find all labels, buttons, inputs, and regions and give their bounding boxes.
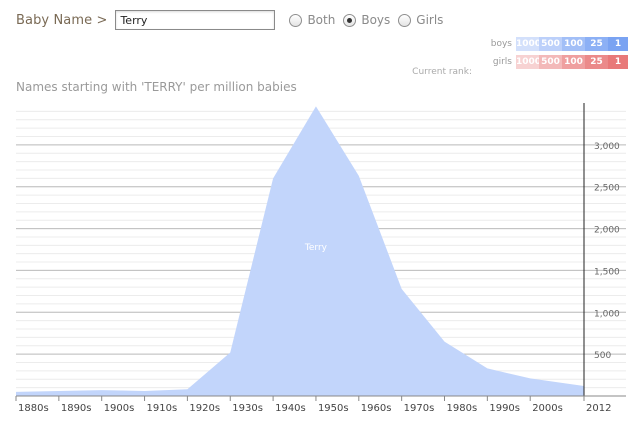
radio-both-circle[interactable]: [289, 13, 303, 27]
rank-row-girls: girls 1000 500 100 25 1: [491, 55, 628, 69]
radio-girls-circle[interactable]: [398, 13, 412, 27]
x-tick-label: 1940s: [275, 403, 306, 414]
rank-row-boys: boys 1000 500 100 25 1: [491, 37, 628, 51]
name-search-bar: Baby Name > Both Boys Girls: [16, 9, 443, 31]
boys-rank-chip-1000: 1000: [516, 37, 542, 51]
name-input[interactable]: [115, 10, 276, 30]
y-tick-label: 2,500: [594, 184, 620, 194]
boys-rank-chip-1: 1: [608, 37, 628, 51]
boys-rank-chip-500: 500: [539, 37, 562, 51]
x-tick-label: 1890s: [61, 403, 92, 414]
radio-girls-label: Girls: [416, 13, 444, 27]
radio-boys[interactable]: Boys: [343, 13, 390, 27]
rank-row-girls-label: girls: [492, 57, 512, 67]
girls-rank-chips: 1000 500 100 25 1: [516, 55, 628, 69]
current-rank-caption: Current rank:: [412, 67, 472, 77]
girls-rank-chip-1: 1: [608, 55, 628, 69]
y-tick-label: 3,000: [594, 142, 620, 152]
baby-name-label: Baby Name >: [16, 12, 108, 28]
radio-girls[interactable]: Girls: [398, 13, 443, 27]
x-tick-label: 1990s: [489, 403, 520, 414]
sex-radio-group: Both Boys Girls: [281, 13, 443, 27]
radio-boys-label: Boys: [361, 13, 391, 27]
y-tick-label: 500: [594, 351, 611, 361]
x-tick-label: 1910s: [147, 403, 178, 414]
radio-both-label: Both: [307, 13, 336, 27]
x-tick-label: 1900s: [104, 403, 135, 414]
x-tick-label: 2000s: [532, 403, 563, 414]
y-tick-label: 1,500: [594, 267, 620, 277]
girls-rank-chip-100: 100: [562, 55, 585, 69]
x-tick-label: 1920s: [189, 403, 220, 414]
x-tick-label: 2012: [586, 403, 611, 414]
girls-rank-chip-25: 25: [585, 55, 608, 69]
radio-boys-circle[interactable]: [343, 13, 357, 27]
x-tick-label: 1970s: [404, 403, 435, 414]
x-tick-label: 1980s: [447, 403, 478, 414]
boys-rank-chip-100: 100: [562, 37, 585, 51]
x-tick-label: 1950s: [318, 403, 349, 414]
x-tick-label: 1880s: [18, 403, 49, 414]
boys-rank-chip-25: 25: [585, 37, 608, 51]
girls-rank-chip-500: 500: [539, 55, 562, 69]
rank-row-boys-label: boys: [490, 39, 512, 49]
y-tick-label: 1,000: [594, 309, 620, 319]
boys-rank-chips: 1000 500 100 25 1: [516, 37, 628, 51]
chart-title: Names starting with 'TERRY' per million …: [16, 80, 297, 94]
y-tick-label: 2,000: [594, 226, 620, 236]
rank-legend: boys 1000 500 100 25 1 girls 1000 500 100 25 1: [491, 37, 628, 73]
series-label: Terry: [304, 243, 328, 253]
x-tick-label: 1930s: [232, 403, 263, 414]
x-tick-label: 1960s: [361, 403, 392, 414]
series-area-terry: [16, 106, 584, 396]
radio-both[interactable]: Both: [289, 13, 335, 27]
girls-rank-chip-1000: 1000: [516, 55, 542, 69]
